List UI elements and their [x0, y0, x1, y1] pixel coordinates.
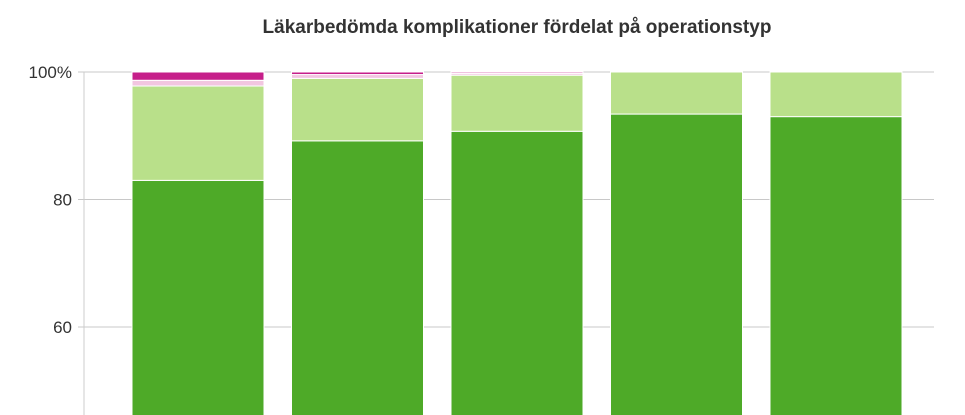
bars [131, 71, 903, 415]
bar-segment [291, 74, 424, 79]
bar-segment [769, 116, 903, 415]
bar-segment [450, 130, 584, 415]
bar-segment [610, 71, 743, 115]
y-tick-label: 100% [29, 63, 72, 82]
bar-segment [131, 179, 265, 415]
chart-title: Läkarbedömda komplikationer fördelat på … [262, 17, 772, 38]
y-axis-ticks: 60 80 100% [29, 63, 72, 337]
bar-segment [131, 79, 265, 87]
bar-segment [291, 140, 424, 415]
y-tick-label: 80 [53, 191, 72, 210]
bar-segment [131, 71, 265, 81]
bar-segment [291, 77, 424, 142]
bar-segment [610, 113, 743, 415]
y-tick-label: 60 [53, 318, 72, 337]
bar-segment [450, 71, 584, 74]
bar-segment [450, 74, 584, 132]
bar-segment [769, 71, 903, 118]
bar-segment [291, 71, 424, 76]
bar-segment [131, 85, 265, 181]
